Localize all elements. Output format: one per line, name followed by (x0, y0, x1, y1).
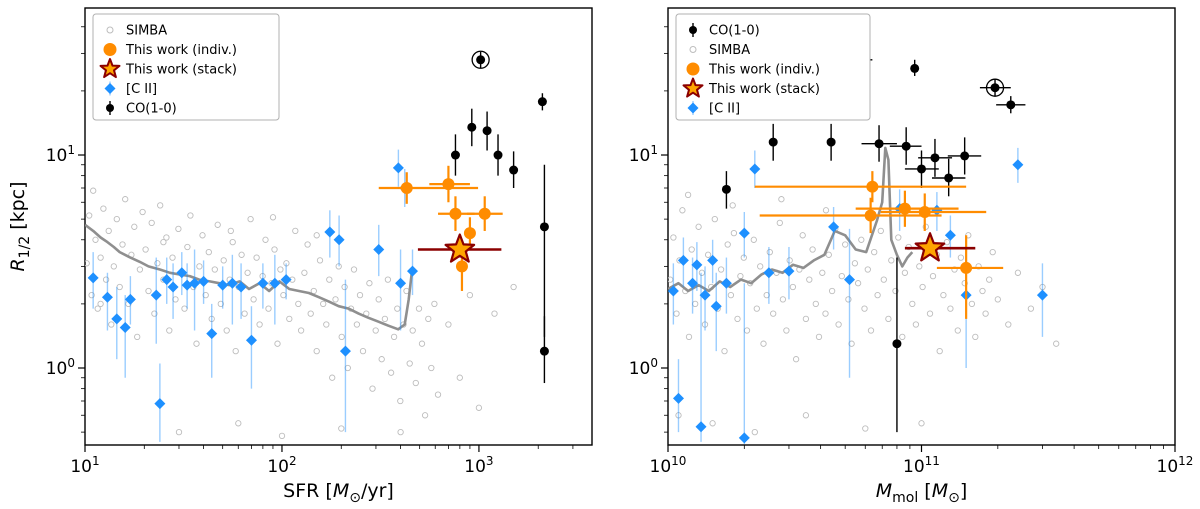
circled-co-marker (471, 50, 490, 69)
right-ytick-label: 100 (629, 356, 658, 379)
stack-star-marker (914, 232, 946, 262)
left-simba-points (85, 187, 517, 440)
legend-item-co: CO(1-0) (689, 23, 760, 39)
right-co-points (721, 50, 1016, 349)
this-work-stack-star-icon (682, 77, 704, 98)
legend-item-cii: [C II] (104, 81, 157, 97)
left-panel: 101 102 103 100 101 SFR [M⊙/yr] R1/2 [kpc] SIMB… (7, 7, 593, 506)
simba-marker-icon (689, 46, 697, 53)
right-ytick-label: 101 (629, 143, 658, 166)
cii-diamond-icon (104, 83, 116, 94)
left-simba-median-line (85, 223, 415, 331)
left-ytick-label: 101 (46, 143, 75, 166)
cii-diamond-icon (687, 102, 699, 114)
legend-label-stack: This work (stack) (125, 63, 237, 78)
legend-label-cii: [C II] (126, 82, 157, 97)
legend-item-indiv: This work (indiv.) (686, 62, 820, 78)
legend-label-co: CO(1-0) (126, 102, 177, 117)
right-stack-star (904, 232, 976, 262)
right-cii-points (668, 159, 1048, 444)
left-cii-points (87, 162, 419, 410)
legend-item-stack: This work (stack) (682, 77, 820, 98)
legend-label-cii: [C II] (709, 102, 740, 117)
left-legend: SIMBA This work (indiv.) This work (stack)… (92, 13, 280, 121)
y-axis-label: R1/2 [kpc] (7, 181, 33, 271)
legend-label-simba: SIMBA (709, 43, 750, 58)
simba-marker-icon (106, 26, 114, 34)
this-work-stack-star-icon (99, 58, 121, 79)
right-xtick-label: 1011 (903, 454, 940, 477)
right-this-work-errorbars (754, 171, 1004, 319)
legend-label-simba: SIMBA (126, 24, 167, 39)
legend-label-indiv: This work (indiv.) (125, 43, 237, 58)
right-this-work-points (864, 180, 973, 274)
legend-item-co: CO(1-0) (106, 101, 177, 117)
legend-item-cii: [C II] (687, 101, 740, 117)
left-xtick-label: 103 (464, 454, 493, 477)
left-this-work-points (400, 178, 491, 273)
legend-label-indiv: This work (indiv.) (708, 63, 820, 78)
left-cii-errorbars (92, 149, 414, 442)
co-marker-icon (689, 26, 697, 34)
legend-label-stack: This work (stack) (708, 82, 820, 97)
legend-item-indiv: This work (indiv.) (103, 43, 237, 58)
stack-star-marker (444, 233, 476, 263)
right-xtick-label: 1012 (1157, 454, 1194, 477)
left-co-points (450, 50, 549, 356)
left-xtick-label: 102 (267, 454, 296, 477)
left-this-work-errorbars (378, 165, 503, 291)
left-stack-star (417, 233, 502, 263)
left-ytick-label: 100 (46, 356, 75, 379)
right-xtick-label: 1010 (650, 454, 687, 477)
co-marker-icon (106, 104, 114, 112)
left-xtick-label: 101 (70, 454, 99, 477)
legend-item-simba: SIMBA (106, 24, 167, 39)
right-panel: 1010 1011 1012 100 101 Mmol [M⊙] CO(1-0) SIMBA T… (629, 7, 1194, 506)
this-work-indiv-marker-icon (686, 62, 700, 76)
right-axes: 1010 1011 1012 100 101 (629, 7, 1194, 477)
right-x-axis-label: Mmol [M⊙] (876, 480, 968, 506)
circled-co-marker (985, 78, 1005, 97)
right-legend: CO(1-0) SIMBA This work (indiv.) This work … (675, 13, 871, 121)
this-work-indiv-marker-icon (103, 43, 117, 56)
left-x-axis-label: SFR [M⊙/yr] (283, 480, 394, 506)
legend-item-stack: This work (stack) (99, 58, 237, 79)
legend-label-co: CO(1-0) (709, 24, 760, 39)
left-axes: 101 102 103 100 101 (46, 7, 593, 477)
legend-item-simba: SIMBA (689, 43, 750, 58)
left-co-errorbars (454, 51, 546, 384)
